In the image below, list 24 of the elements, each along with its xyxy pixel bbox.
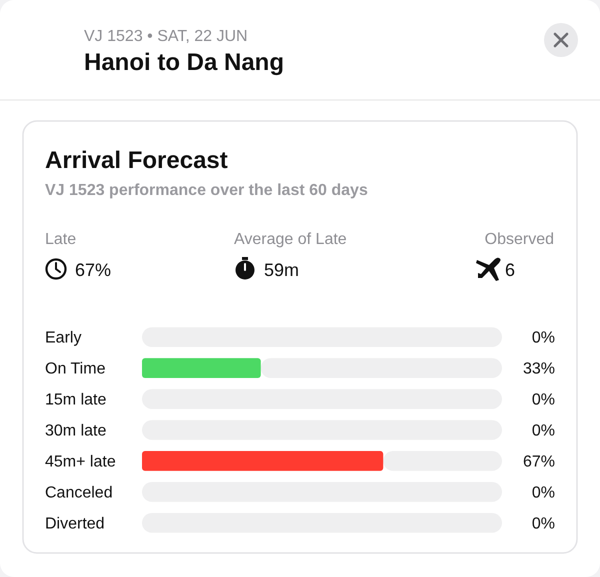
- chart-title: Arrival Forecast: [45, 147, 228, 174]
- text: 59m: [264, 260, 300, 280]
- y-tick-label: On Time: [45, 360, 106, 378]
- text: VJ 1523 • SAT, 22 JUN: [84, 28, 248, 45]
- data-label: 0%: [532, 422, 555, 440]
- y-tick-label: Canceled: [45, 484, 113, 502]
- data-label: 0%: [532, 330, 555, 347]
- text: Average of Late: [234, 231, 347, 248]
- text: 67%: [75, 260, 112, 280]
- y-tick-label: 15m late: [45, 392, 106, 409]
- y-tick-label: 30m late: [45, 422, 106, 440]
- data-label: 33%: [522, 360, 555, 378]
- text: 6: [505, 260, 516, 280]
- data-label: 0%: [532, 484, 555, 502]
- text: Observed: [484, 231, 554, 248]
- chart-subtitle: VJ 1523 performance over the last 60 days: [45, 182, 368, 199]
- text: Late: [45, 231, 76, 248]
- data-label: 0%: [532, 516, 555, 532]
- text: Hanoi to Da Nang: [84, 49, 284, 76]
- data-label: 0%: [532, 392, 555, 409]
- y-tick-label: Diverted: [45, 516, 105, 532]
- y-tick-label: 45m+ late: [45, 454, 116, 471]
- data-label: 67%: [522, 454, 555, 471]
- y-tick-label: Early: [45, 330, 82, 347]
